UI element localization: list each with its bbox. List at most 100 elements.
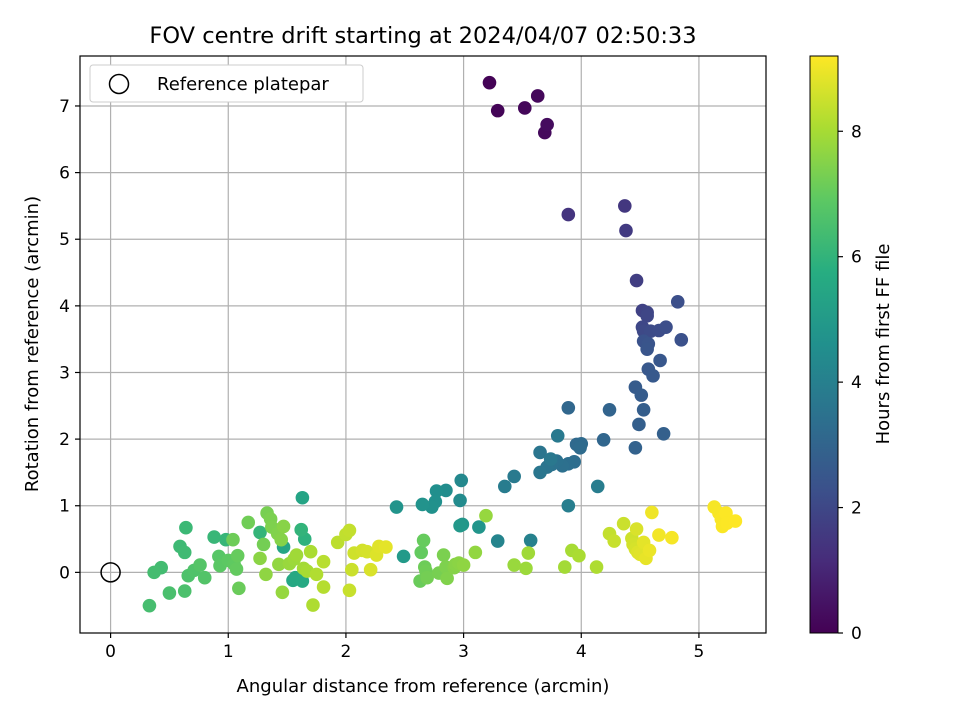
data-point [490,534,505,548]
data-point [253,551,267,566]
data-point [179,520,193,535]
legend-label: Reference platepar [157,74,329,95]
data-point [253,525,267,540]
data-point [507,558,521,572]
data-point [259,567,273,582]
data-point [665,530,679,545]
data-point [454,473,469,488]
data-point [590,479,605,494]
data-point [674,333,689,347]
data-point [629,273,644,288]
data-point [656,426,671,441]
data-point [436,548,451,562]
data-point [256,537,271,552]
colorbar-gradient [809,55,839,634]
data-point [543,452,558,466]
data-point [519,561,533,576]
data-point [540,117,554,132]
data-point [517,101,532,115]
data-point [573,440,587,455]
data-point [303,544,318,559]
data-point [316,580,331,594]
data-point [619,223,633,238]
x-axis-label: Angular distance from reference (arcmin) [237,676,610,697]
y-tick-label: 0 [59,563,70,583]
legend: Reference platepar [89,64,364,103]
data-point [274,532,289,547]
data-point [342,583,357,598]
x-tick-label: 1 [223,642,234,662]
colorbar-tick-label: 6 [851,248,862,268]
data-point [617,199,632,213]
data-point [645,505,659,520]
data-point [670,295,685,309]
data-point [490,103,505,118]
data-point [453,518,467,533]
data-point [659,320,673,334]
data-point [550,428,565,443]
data-point [177,545,192,560]
data-point [162,586,177,600]
colorbar-tick-label: 8 [851,122,862,142]
colorbar-tick-label: 0 [851,624,862,644]
reference-marker [100,562,121,583]
colorbar-tick-label: 4 [851,373,862,393]
data-point [316,554,331,569]
data-point [226,532,240,547]
data-point [429,484,444,498]
data-point [416,533,431,548]
data-point [642,543,657,558]
y-axis-label: Rotation from reference (arcmin) [22,196,43,492]
y-tick-label: 7 [59,97,70,117]
data-point [177,584,192,598]
data-point [363,562,378,577]
data-point [497,479,512,494]
data-point [414,545,429,560]
data-point [276,519,291,534]
y-tick-label: 6 [59,164,70,184]
y-tick-label: 3 [59,363,70,383]
data-point [207,530,221,544]
data-point [482,75,497,90]
colorbar-label: Hours from first FF file [873,244,894,445]
data-point [652,528,666,542]
x-tick-label: 5 [694,642,705,662]
data-point [572,548,586,563]
data-point [389,500,404,514]
data-point [653,353,667,368]
data-point [197,570,212,585]
data-point [589,560,604,574]
data-point [275,585,290,600]
data-point [420,570,434,585]
data-point [629,522,644,536]
data-point [530,89,545,103]
data-point [309,567,324,582]
data-point [472,520,486,534]
y-tick-label: 2 [59,430,70,450]
data-point [507,469,521,484]
data-point [147,565,161,580]
x-tick-label: 4 [576,642,587,662]
data-point [616,516,631,531]
data-point [272,557,286,572]
data-point [232,581,246,596]
data-point [628,440,643,455]
legend-reference-marker [108,73,130,95]
data-point [306,598,320,612]
data-point [640,309,654,323]
data-point [561,498,576,513]
data-point [415,497,430,512]
y-tick-label: 4 [59,297,70,317]
data-point [456,558,471,572]
data-point [634,388,649,402]
data-point [345,562,359,577]
data-point [636,402,651,417]
data-point [379,540,393,554]
data-point [533,445,547,460]
colorbar: 0 2 4 6 8 Hours from first FF file [809,55,894,644]
data-point [289,548,304,562]
data-point [632,417,646,432]
y-tick-label: 5 [59,230,70,250]
data-point [396,549,411,564]
